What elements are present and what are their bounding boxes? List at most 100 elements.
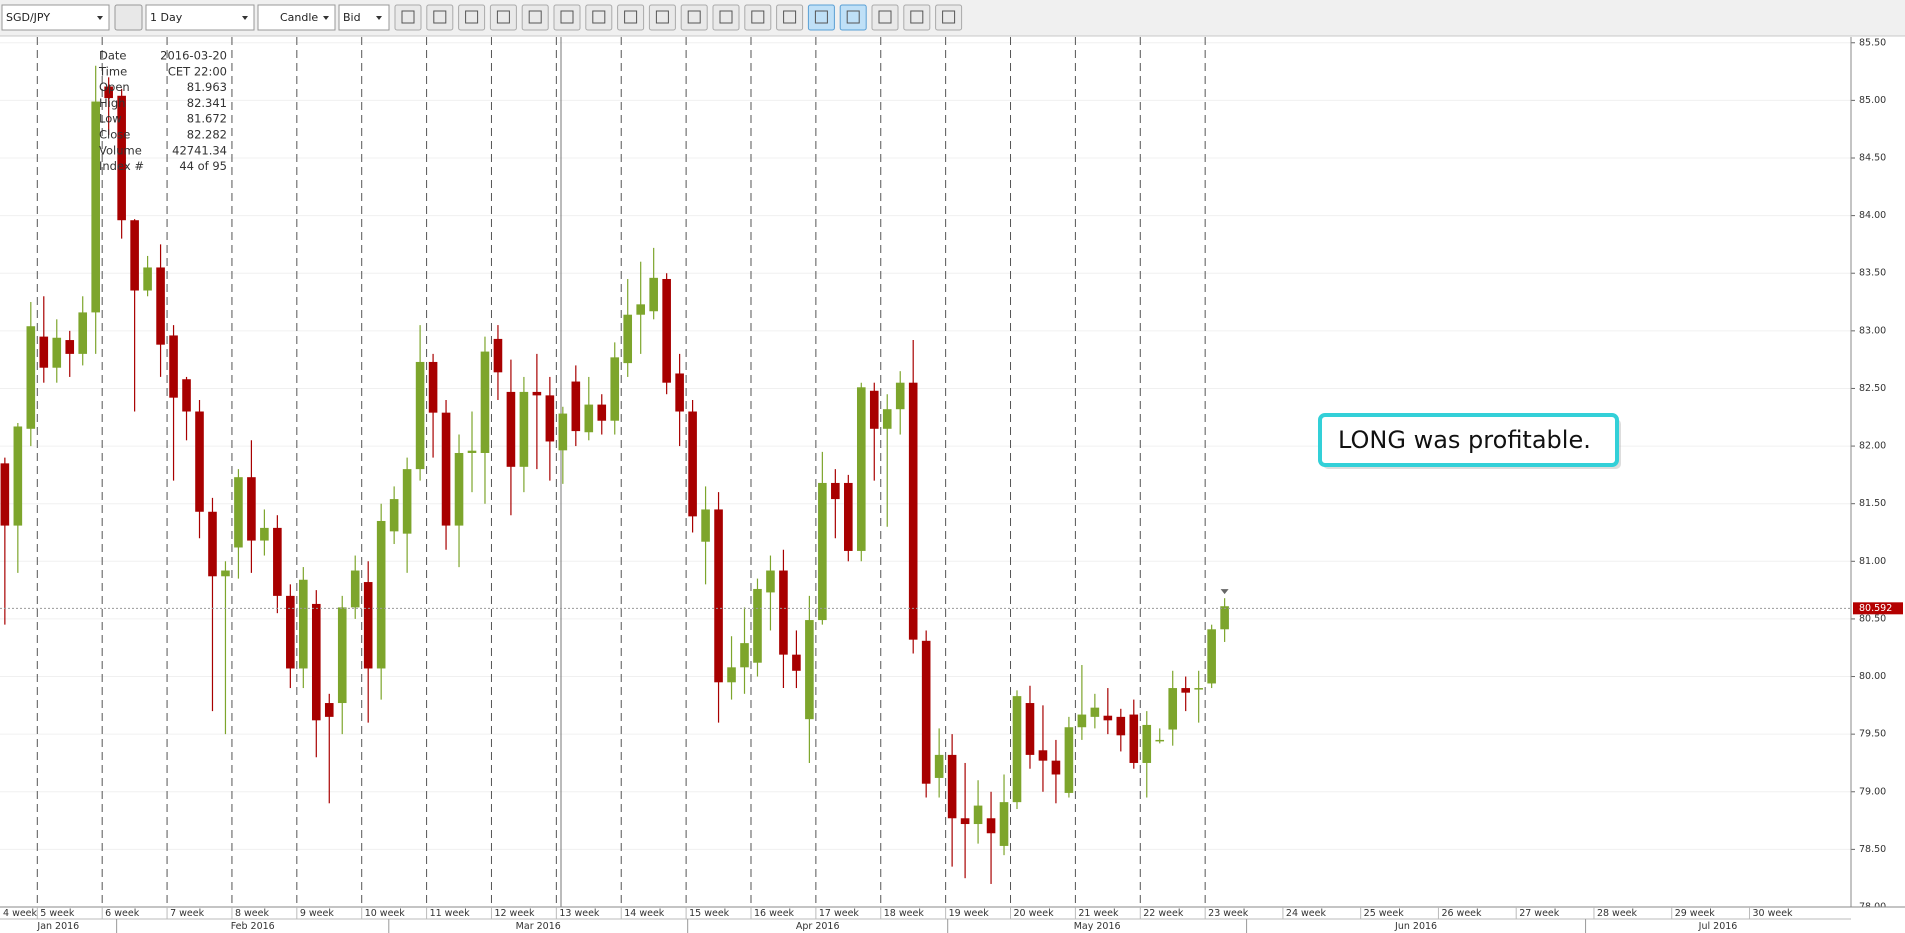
tool-button[interactable] — [807, 4, 835, 31]
week-label: 18 week — [884, 908, 925, 919]
tool-button[interactable] — [712, 4, 740, 31]
candle-body — [532, 391, 542, 396]
candle-body — [636, 304, 645, 315]
candle-body — [208, 511, 217, 577]
callout-box — [1318, 413, 1619, 467]
candle-body — [856, 387, 866, 551]
candle-body — [299, 579, 308, 669]
tool-button[interactable] — [553, 4, 581, 31]
chart-type-select[interactable] — [257, 4, 336, 31]
candle-body — [26, 326, 36, 429]
month-label: Feb 2016 — [231, 921, 275, 932]
candle-body — [13, 426, 23, 526]
candle-body — [1077, 714, 1087, 728]
candle-body — [247, 477, 256, 541]
side: Bid — [343, 11, 361, 24]
candle-body — [52, 337, 62, 368]
y-tick-label: 83.00 — [1859, 325, 1886, 336]
candle-body — [999, 802, 1009, 846]
candle-body — [480, 351, 490, 453]
candle-body — [156, 267, 165, 345]
candle-body — [1129, 714, 1139, 763]
week-label: 4 week — [3, 908, 38, 919]
candle-body — [286, 595, 295, 669]
info-key: High — [99, 96, 125, 110]
tool-button[interactable] — [521, 4, 549, 31]
candle-body — [584, 404, 594, 433]
week-label: 12 week — [494, 908, 535, 919]
callout-text: LONG was profitable. — [1338, 426, 1591, 454]
tool-button[interactable] — [489, 4, 517, 31]
candle-body — [960, 818, 970, 825]
period-select[interactable] — [145, 4, 255, 31]
candle-body — [519, 391, 529, 467]
tool-button[interactable] — [871, 4, 899, 31]
tool-button[interactable] — [680, 4, 708, 31]
month-label: Jun 2016 — [1394, 921, 1437, 932]
info-value: 81.672 — [187, 112, 227, 126]
chart-button[interactable] — [114, 4, 143, 31]
tool-glyph — [719, 10, 733, 24]
info-key: Volume — [99, 143, 142, 157]
tool-button[interactable] — [585, 4, 613, 31]
candle-body — [117, 95, 126, 221]
candle-body — [1194, 688, 1203, 690]
info-panel: Date 2016-03-20 Time CET 22:00 Open 81.963 Hig… — [98, 49, 227, 174]
info-value: 82.341 — [187, 96, 227, 110]
tool-button[interactable] — [839, 4, 867, 31]
candle-body — [986, 818, 996, 834]
candle-body — [234, 477, 243, 548]
side-select[interactable] — [338, 4, 390, 31]
week-label: 7 week — [170, 908, 205, 919]
candle-body — [844, 482, 853, 551]
candle-body — [649, 277, 658, 312]
candle-body — [78, 312, 88, 354]
tool-button[interactable] — [776, 4, 804, 31]
tool-button[interactable] — [648, 4, 676, 31]
tool-glyph — [751, 10, 765, 24]
current-price-label: 80.592 — [1859, 603, 1892, 614]
info-value: 42741.34 — [172, 143, 227, 157]
toolbar-icons — [394, 4, 963, 31]
candle-body — [1064, 727, 1074, 793]
candle-body — [610, 357, 620, 421]
y-tick-label: 79.50 — [1859, 729, 1886, 740]
candle-body — [779, 570, 788, 655]
tool-button[interactable] — [744, 4, 772, 31]
tool-glyph — [783, 10, 797, 24]
candle-body — [558, 413, 568, 451]
candle-body — [701, 509, 710, 542]
week-label: 25 week — [1364, 908, 1405, 919]
tool-button[interactable] — [903, 4, 931, 31]
tool-glyph — [465, 10, 479, 24]
tool-button[interactable] — [617, 4, 645, 31]
tool-button[interactable] — [426, 4, 454, 31]
candle-body — [1220, 606, 1229, 630]
tool-button[interactable] — [935, 4, 963, 31]
info-key: Open — [99, 80, 130, 94]
instrument-select[interactable] — [1, 4, 110, 31]
candle-body — [350, 570, 360, 608]
y-tick-label: 82.50 — [1859, 383, 1886, 394]
candle-body — [882, 409, 892, 429]
candle-body — [895, 382, 905, 410]
y-tick-label: 84.00 — [1859, 210, 1886, 221]
x-axis-band — [0, 907, 1905, 933]
candle-body — [1051, 760, 1061, 775]
week-label: 24 week — [1286, 908, 1327, 919]
month-label: Mar 2016 — [516, 921, 561, 932]
candle-body — [273, 527, 282, 596]
period: 1 Day — [150, 11, 183, 24]
week-label: 29 week — [1675, 908, 1716, 919]
candle-body — [545, 395, 555, 442]
tool-button[interactable] — [394, 4, 422, 31]
candle-body — [324, 703, 334, 717]
candle-body — [1116, 716, 1126, 736]
candle-body — [1103, 715, 1113, 721]
candle-body — [947, 754, 957, 819]
dropdown-arrow — [242, 16, 248, 20]
y-tick-label: 79.00 — [1859, 786, 1886, 797]
info-key: Index # — [99, 159, 144, 173]
tool-button[interactable] — [458, 4, 486, 31]
candle-body — [688, 411, 697, 517]
